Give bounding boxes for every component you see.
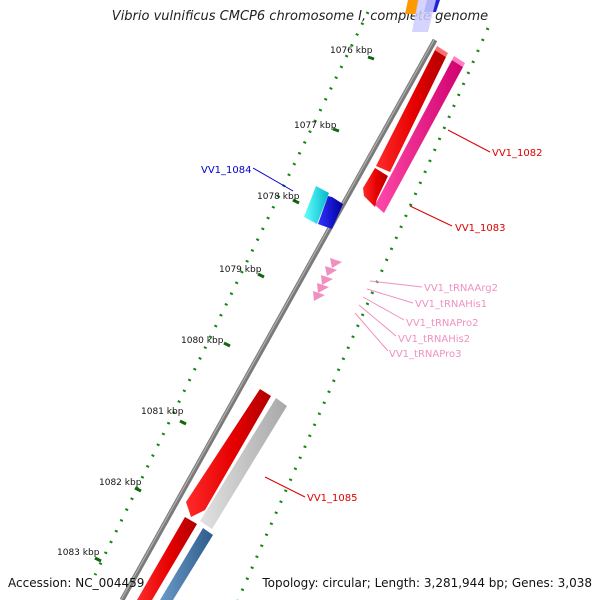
leader-trna-his1: [366, 288, 414, 304]
leader-trna-pro3: [354, 312, 389, 352]
backbone-highlight: [120, 39, 435, 600]
trna-arrows: [313, 258, 342, 301]
inner-dot-track: [93, 11, 370, 576]
gene-vv1-1085[interactable]: [186, 389, 271, 517]
tick-label-1076: 1076 kbp: [330, 46, 373, 56]
label-trna-his2: VV1_tRNAHis2: [398, 334, 470, 345]
tick-label-1081: 1081 kbp: [141, 407, 184, 417]
top-lavender-feature: [412, 0, 436, 32]
outer-dot-track: [236, 27, 490, 600]
label-vv1-1084: VV1_1084: [201, 165, 252, 176]
label-trna-pro3: VV1_tRNAPro3: [389, 349, 461, 360]
trna-arrow-pro3[interactable]: [313, 291, 325, 301]
tick-label-1080: 1080 kbp: [181, 336, 224, 346]
label-trna-his1: VV1_tRNAHis1: [415, 299, 487, 310]
tick-label-1078: 1078 kbp: [257, 192, 300, 202]
accession-text: Accession: NC_004459: [8, 576, 145, 590]
major-tick-marks: [94, 55, 375, 563]
trna-arrow-his2[interactable]: [317, 283, 329, 293]
leader-trna-arg2: [369, 280, 423, 288]
gene-bottom-red[interactable]: [137, 517, 197, 600]
leader-vv1-1084: [252, 167, 294, 192]
tick-label-1077: 1077 kbp: [294, 121, 337, 131]
tick-label-1083: 1083 kbp: [57, 548, 100, 558]
tick-label-1079: 1079 kbp: [219, 265, 262, 275]
tick-label-1082: 1082 kbp: [99, 478, 142, 488]
leader-vv1-1083: [409, 205, 453, 227]
gene-vv1-1083-pink[interactable]: [375, 60, 463, 213]
gene-vv1-1082[interactable]: [376, 50, 446, 172]
trna-arrow-his1[interactable]: [325, 266, 337, 276]
top-orange-feature: [405, 0, 419, 14]
chromosome-backbone: [119, 38, 438, 600]
label-trna-arg2: VV1_tRNAArg2: [424, 283, 498, 294]
label-vv1-1085: VV1_1085: [307, 493, 358, 504]
label-vv1-1083: VV1_1083: [455, 223, 506, 234]
leader-vv1-1085: [264, 476, 306, 498]
trna-arrow-arg2[interactable]: [330, 258, 342, 268]
leader-vv1-1082: [447, 129, 491, 153]
gene-vv1-1084-blue[interactable]: [318, 196, 343, 229]
gene-vv1-1083-pink-top: [452, 56, 465, 67]
gene-vv1-1083[interactable]: [363, 168, 388, 207]
gene-vv1-1085-gray[interactable]: [200, 398, 287, 529]
label-trna-pro2: VV1_tRNAPro2: [406, 318, 478, 329]
leader-lines: [252, 129, 491, 498]
label-vv1-1082: VV1_1082: [492, 148, 543, 159]
trna-arrow-pro2[interactable]: [321, 275, 333, 285]
gene-vv1-1082-top: [435, 46, 448, 57]
leader-trna-pro2: [362, 296, 405, 321]
map-title: Vibrio vulnificus CMCP6 chromosome I, co…: [111, 9, 489, 24]
topology-text: Topology: circular; Length: 3,281,944 bp…: [262, 576, 592, 590]
leader-trna-his2: [358, 304, 397, 337]
gene-bottom-steel[interactable]: [160, 528, 213, 600]
gene-vv1-1084[interactable]: [304, 186, 329, 224]
